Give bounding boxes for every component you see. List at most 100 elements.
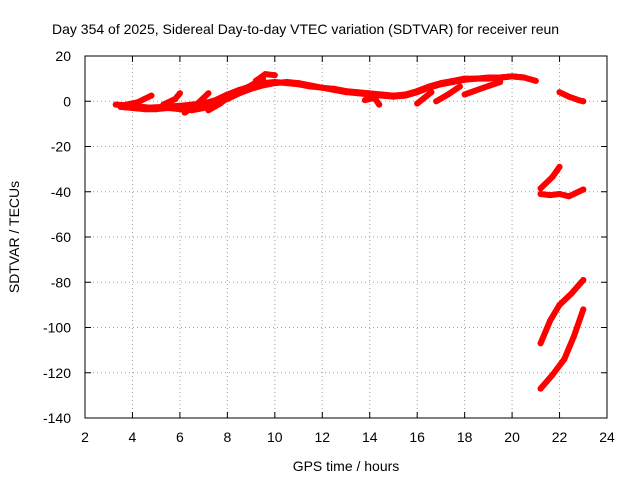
data-series [112, 71, 587, 392]
data-point [570, 333, 577, 340]
data-point [556, 163, 563, 170]
data-point [547, 317, 554, 324]
data-point [566, 193, 572, 200]
data-point [580, 277, 587, 283]
data-point [112, 101, 119, 108]
y-tick-label: -120 [43, 365, 71, 381]
data-point [547, 192, 554, 199]
y-tick-label: -60 [51, 229, 71, 245]
data-point [165, 105, 171, 111]
data-point [556, 89, 563, 96]
data-point [556, 191, 563, 197]
data-point [233, 89, 240, 96]
data-point [568, 290, 575, 297]
data-point [376, 101, 383, 108]
data-point [561, 356, 568, 363]
data-point [371, 94, 378, 101]
data-point [485, 75, 492, 82]
data-point [262, 71, 269, 78]
data-point [252, 77, 259, 84]
data-point [521, 74, 527, 81]
data-point [217, 100, 224, 107]
data-point [160, 101, 167, 108]
data-point [331, 85, 338, 92]
data-point [414, 100, 421, 107]
data-point [549, 174, 556, 180]
data-point [497, 79, 504, 85]
data-point [509, 73, 516, 80]
data-point [176, 106, 183, 113]
data-point [307, 82, 314, 89]
data-point [433, 98, 440, 105]
y-tick-label: 20 [55, 48, 71, 64]
data-point [580, 306, 587, 313]
axis-ticks [84, 55, 608, 419]
x-tick-label: 8 [223, 429, 231, 445]
x-tick-label: 16 [409, 429, 425, 445]
data-point [473, 75, 480, 82]
data-point [271, 72, 278, 79]
data-point [153, 106, 160, 113]
data-point [556, 301, 563, 308]
data-point [532, 77, 539, 84]
data-point [428, 89, 435, 96]
x-tick-label: 4 [129, 429, 137, 445]
data-point [248, 82, 255, 89]
x-tick-label: 6 [176, 429, 184, 445]
data-point [537, 385, 544, 392]
chart-title: Day 354 of 2025, Sidereal Day-to-day VTE… [52, 21, 559, 37]
x-tick-label: 12 [314, 429, 330, 445]
x-tick-label: 10 [267, 429, 283, 445]
data-point [378, 91, 385, 98]
data-point [343, 88, 349, 95]
data-point [549, 372, 556, 378]
data-point [445, 91, 451, 98]
data-point [117, 102, 124, 109]
data-point [537, 185, 544, 192]
y-tick-label: -20 [51, 139, 71, 155]
x-axis-title: GPS time / hours [293, 458, 400, 474]
data-point [172, 96, 179, 102]
x-tick-label: 24 [599, 429, 615, 445]
data-point [537, 191, 544, 197]
data-point [437, 80, 444, 87]
x-tick-label: 20 [504, 429, 520, 445]
y-axis-title: SDTVAR / TECUs [6, 181, 22, 293]
data-point [200, 105, 207, 111]
data-point [176, 90, 183, 97]
data-point [414, 88, 421, 95]
data-point [181, 109, 188, 116]
x-tick-label: 14 [362, 429, 378, 445]
y-tick-label: -40 [51, 184, 71, 200]
data-point [461, 75, 468, 82]
data-point [449, 77, 456, 84]
y-tick-label: 0 [63, 93, 71, 109]
data-point [283, 79, 290, 85]
data-point [426, 83, 432, 90]
data-point [148, 92, 155, 99]
y-tick-label: -80 [51, 274, 71, 290]
data-point [575, 97, 582, 104]
data-point [566, 93, 572, 100]
data-point [497, 74, 504, 81]
data-point [390, 92, 397, 99]
data-point [271, 80, 278, 87]
data-point [580, 98, 587, 105]
grid [85, 56, 607, 418]
x-tick-label: 18 [457, 429, 473, 445]
data-point [573, 189, 580, 196]
data-point [354, 89, 361, 96]
data-point [580, 186, 587, 193]
data-point [537, 340, 544, 347]
y-tick-label: -140 [43, 410, 71, 426]
y-tick-label: -100 [43, 320, 71, 336]
data-point [193, 101, 200, 108]
data-point [366, 90, 373, 97]
data-point [219, 96, 226, 102]
data-point [260, 82, 266, 89]
data-point [456, 83, 463, 90]
data-point [421, 94, 428, 101]
data-point [480, 84, 487, 91]
